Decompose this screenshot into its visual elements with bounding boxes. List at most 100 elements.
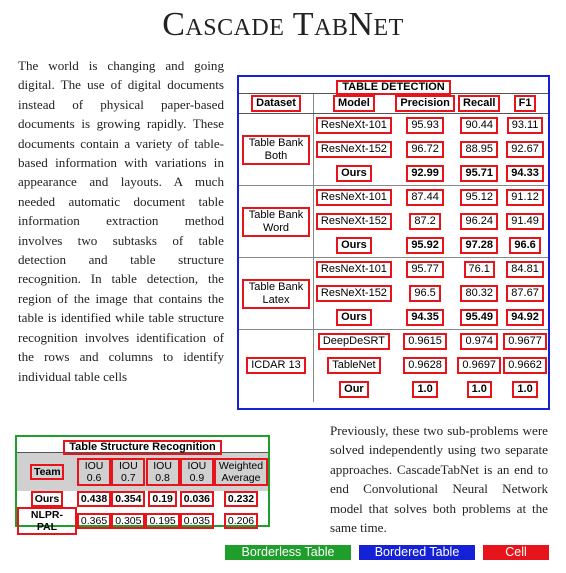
dataset-cell: Table Bank Latex (242, 278, 310, 309)
structure-header-cell: Weighted Average (214, 458, 268, 486)
score-cell: 0.195 (145, 513, 180, 529)
table-row: TableNet 0.9628 0.9697 0.9662 (239, 354, 548, 378)
detection-header-cell: Recall (458, 95, 501, 112)
team-cell: Ours (30, 491, 64, 507)
table-row: ResNeXt-152 96.5 80.32 87.67 (239, 282, 548, 306)
legend-borderless: Borderless Table (225, 545, 351, 560)
precision-cell: 95.92 (406, 236, 444, 254)
recall-cell: 90.44 (460, 117, 498, 135)
structure-recognition-panel: Table Structure Recognition Team IOU 0.6 I… (15, 435, 270, 535)
precision-cell: 94.35 (406, 308, 444, 326)
detection-header-cell: F1 (513, 95, 537, 112)
recall-cell: 97.28 (460, 236, 498, 254)
recall-cell: 1.0 (466, 381, 492, 398)
f1-cell: 96.6 (509, 236, 541, 254)
score-cell: 0.365 (76, 513, 112, 529)
table-row: Ours 94.35 95.49 94.92 (239, 306, 548, 330)
structure-header-cell: IOU 0.6 (77, 458, 112, 486)
f1-cell: 0.9662 (503, 357, 547, 374)
detection-header-cell: Dataset (251, 95, 301, 112)
precision-cell: 1.0 (412, 381, 438, 398)
precision-cell: 0.9628 (403, 357, 447, 374)
model-cell: ResNeXt-152 (315, 141, 392, 158)
score-cell: 0.305 (111, 513, 146, 529)
precision-cell: 87.44 (406, 189, 444, 207)
precision-cell: 87.2 (409, 213, 441, 230)
recall-cell: 80.32 (460, 285, 498, 302)
f1-cell: 92.67 (506, 141, 544, 158)
precision-cell: 96.72 (406, 141, 444, 158)
detection-header-cell: Precision (395, 95, 455, 112)
detection-table: Dataset Model Precision Recall F1 Table Bank … (239, 94, 548, 402)
legend-cell: Cell (483, 545, 549, 560)
recall-cell: 76.1 (463, 261, 495, 279)
dataset-cell: Table Bank Word (242, 206, 310, 237)
structure-header-cell: IOU 0.8 (145, 458, 180, 486)
f1-cell: 91.12 (506, 189, 544, 207)
precision-cell: 95.77 (406, 261, 444, 279)
recall-cell: 0.9697 (457, 357, 502, 374)
page-title: Cascade TabNet (162, 6, 404, 43)
score-cell: 0.19 (148, 491, 177, 507)
recall-cell: 0.974 (460, 333, 498, 351)
model-cell: ResNeXt-152 (315, 213, 392, 230)
table-row: Ours 95.92 97.28 96.6 (239, 234, 548, 258)
precision-cell: 95.93 (406, 117, 444, 135)
table-row: Our 1.0 1.0 1.0 (239, 378, 548, 402)
table-row: Table Bank Both ResNeXt-101 95.93 90.44 93.1… (239, 113, 548, 186)
precision-cell: 96.5 (409, 285, 441, 302)
structure-table: Team IOU 0.6 IOU 0.7 IOU 0.8 IOU 0.9 Weighted… (17, 453, 268, 535)
detection-table-title: TABLE DETECTION (336, 80, 451, 95)
recall-cell: 96.24 (460, 213, 498, 230)
legend-bordered-label: Bordered Table (374, 545, 460, 559)
structure-table-title: Table Structure Recognition (63, 440, 222, 455)
dataset-cell: Table Bank Both (242, 134, 310, 165)
f1-cell: 84.81 (506, 261, 544, 279)
score-cell: 0.232 (223, 491, 259, 507)
precision-cell: 0.9615 (403, 333, 447, 351)
recall-cell: 95.71 (460, 164, 498, 182)
model-cell: ResNeXt-101 (315, 189, 392, 207)
score-cell: 0.354 (111, 491, 146, 507)
conclusion-paragraph: Previously, these two sub-problems were … (330, 423, 548, 536)
table-row: Ours 0.438 0.354 0.19 0.036 0.232 (17, 491, 268, 507)
f1-cell: 87.67 (506, 285, 544, 302)
table-row: Table Bank Latex ResNeXt-101 95.77 76.1 84.8… (239, 257, 548, 330)
model-cell: TableNet (327, 357, 381, 374)
structure-header-cell: IOU 0.7 (111, 458, 146, 486)
team-cell: NLPR-PAL (17, 507, 77, 535)
score-cell: 0.206 (223, 513, 259, 529)
table-detection-panel: TABLE DETECTION Dataset Model Precision Rec… (237, 75, 550, 410)
recall-cell: 88.95 (460, 141, 498, 158)
structure-header-cell: IOU 0.9 (179, 458, 214, 486)
f1-cell: 93.11 (506, 117, 544, 135)
model-cell: ResNeXt-101 (315, 261, 392, 279)
table-row: ResNeXt-152 87.2 96.24 91.49 (239, 210, 548, 234)
model-cell: Ours (336, 164, 372, 182)
model-cell: Ours (336, 236, 372, 254)
f1-cell: 94.92 (506, 308, 544, 326)
f1-cell: 91.49 (506, 213, 544, 230)
table-row: ICDAR 13 DeepDeSRT 0.9615 0.974 0.9677 (239, 329, 548, 402)
intro-paragraph: The world is changing and going digital.… (18, 58, 224, 384)
model-cell: DeepDeSRT (317, 333, 390, 351)
recall-cell: 95.12 (460, 189, 498, 207)
table-row: Ours 92.99 95.71 94.33 (239, 162, 548, 186)
precision-cell: 92.99 (406, 164, 444, 182)
f1-cell: 0.9677 (503, 333, 547, 351)
table-row: ResNeXt-152 96.72 88.95 92.67 (239, 138, 548, 162)
model-cell: ResNeXt-152 (315, 285, 392, 302)
model-cell: Ours (336, 308, 372, 326)
table-row: NLPR-PAL 0.365 0.305 0.195 0.035 0.206 (17, 507, 268, 535)
model-cell: ResNeXt-101 (315, 117, 392, 135)
detection-header-cell: Model (333, 95, 375, 112)
score-cell: 0.036 (179, 491, 215, 507)
dataset-cell: ICDAR 13 (246, 357, 306, 375)
score-cell: 0.035 (179, 513, 215, 529)
f1-cell: 1.0 (512, 381, 538, 398)
legend-borderless-label: Borderless Table (241, 545, 335, 559)
recall-cell: 95.49 (460, 308, 498, 326)
score-cell: 0.438 (76, 491, 112, 507)
legend-bordered: Bordered Table (359, 545, 475, 560)
legend-cell-label: Cell (505, 545, 527, 559)
